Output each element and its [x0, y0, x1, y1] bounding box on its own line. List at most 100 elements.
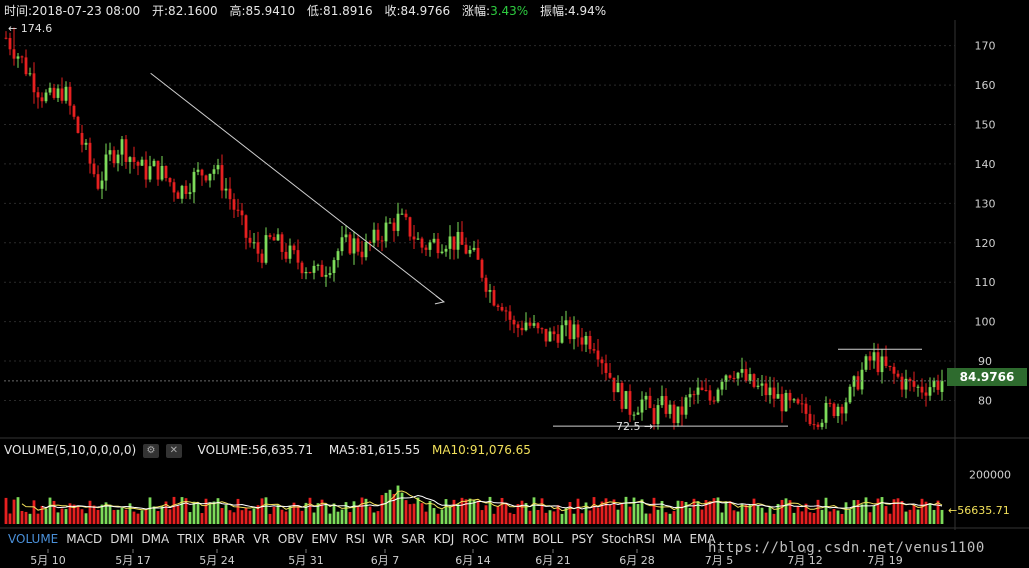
volume-bar: [232, 512, 236, 524]
volume-info-bar: VOLUME(5,10,0,0,0,0) ⚙ ✕ VOLUME:56,635.7…: [4, 441, 531, 459]
tab-kdj[interactable]: KDJ: [433, 532, 455, 546]
volume-bar: [372, 512, 376, 524]
candle-body: [292, 245, 296, 251]
candle-body: [764, 383, 768, 396]
volume-bar: [120, 507, 124, 524]
tab-rsi[interactable]: RSI: [345, 532, 366, 546]
tab-macd[interactable]: MACD: [66, 532, 103, 546]
x-tick-label: 6月 14: [455, 554, 491, 567]
volume-bar: [228, 510, 232, 524]
tab-brar[interactable]: BRAR: [212, 532, 246, 546]
tab-stochrsi[interactable]: StochRSI: [601, 532, 655, 546]
volume-bar: [516, 504, 520, 524]
tab-volume[interactable]: VOLUME: [8, 532, 59, 546]
candle-body: [648, 395, 652, 409]
candle-body: [896, 373, 900, 377]
volume-bar: [104, 502, 108, 524]
tab-emv[interactable]: EMV: [311, 532, 338, 546]
volume-bar: [344, 502, 348, 524]
volume-bar: [740, 503, 744, 524]
candle-body: [336, 251, 340, 261]
candle-body: [568, 320, 572, 340]
tab-trix[interactable]: TRIX: [177, 532, 205, 546]
volume-bar: [704, 500, 708, 524]
candle-body: [564, 320, 568, 326]
volume-bar: [100, 504, 104, 524]
volume-bar: [308, 497, 312, 524]
volume-bar: [808, 512, 812, 524]
candle-body: [28, 73, 32, 75]
volume-bar: [420, 503, 424, 524]
volume-bar: [648, 513, 652, 524]
close-icon[interactable]: ✕: [165, 443, 182, 458]
volume-bar: [280, 509, 284, 524]
volume-bar: [676, 500, 680, 524]
volume-bar: [128, 503, 132, 524]
volume-bar: [832, 508, 836, 524]
volume-bar: [712, 498, 716, 524]
tab-dma[interactable]: DMA: [141, 532, 170, 546]
volume-bar: [660, 500, 664, 524]
tab-psy[interactable]: PSY: [571, 532, 594, 546]
volume-bar: [492, 513, 496, 524]
candle-body: [596, 350, 600, 360]
volume-bar: [780, 499, 784, 524]
volume-bar: [424, 511, 428, 524]
candle-body: [164, 165, 168, 179]
tab-ema[interactable]: EMA: [689, 532, 716, 546]
tab-dmi[interactable]: DMI: [110, 532, 134, 546]
tab-boll[interactable]: BOLL: [532, 532, 564, 546]
tab-wr[interactable]: WR: [373, 532, 394, 546]
volume-bar: [680, 500, 684, 524]
candle-body: [44, 92, 48, 102]
volume-bar: [748, 504, 752, 524]
volume-bar: [416, 497, 420, 524]
volume-bar: [24, 511, 28, 524]
tab-roc[interactable]: ROC: [462, 532, 489, 546]
volume-bar: [116, 509, 120, 524]
volume-bar: [888, 513, 892, 524]
candle-body: [444, 248, 448, 252]
volume-bar: [376, 511, 380, 524]
volume-bar: [688, 508, 692, 524]
volume-bar: [532, 497, 536, 524]
y-tick-label: 100: [975, 316, 996, 329]
candle-body: [680, 406, 684, 415]
volume-bar: [556, 505, 560, 524]
x-tick-label: 7月 5: [705, 554, 734, 567]
volume-bar: [892, 499, 896, 524]
candle-body: [100, 180, 104, 189]
volume-bar: [756, 506, 760, 524]
tab-ma[interactable]: MA: [662, 532, 682, 546]
volume-bar: [4, 497, 8, 524]
volume-bar: [564, 508, 568, 524]
settings-gear-icon[interactable]: ⚙: [142, 443, 159, 458]
volume-bar: [896, 498, 900, 524]
candle-body: [80, 132, 84, 145]
candle-body: [740, 369, 744, 373]
candle-body: [788, 392, 792, 401]
candle-body: [360, 251, 364, 258]
volume-bar: [316, 503, 320, 524]
candle-body: [456, 231, 460, 250]
volume-current-label: ←56635.71: [948, 504, 1010, 517]
candle-body: [260, 253, 264, 263]
candle-body: [388, 222, 392, 224]
volume-bar: [384, 492, 388, 524]
tab-obv[interactable]: OBV: [277, 532, 304, 546]
candle-body: [12, 49, 16, 59]
tab-vr[interactable]: VR: [253, 532, 270, 546]
volume-bar: [236, 498, 240, 524]
candle-body: [216, 165, 220, 170]
volume-bar: [724, 501, 728, 524]
tab-mtm[interactable]: MTM: [496, 532, 525, 546]
volume-indicator-name: VOLUME(5,10,0,0,0,0): [4, 443, 137, 457]
candle-body: [800, 403, 804, 405]
volume-bar: [684, 501, 688, 524]
volume-bar: [640, 499, 644, 524]
candle-body: [36, 92, 40, 98]
candle-body: [180, 185, 184, 199]
tab-sar[interactable]: SAR: [401, 532, 426, 546]
candle-body: [524, 322, 528, 331]
